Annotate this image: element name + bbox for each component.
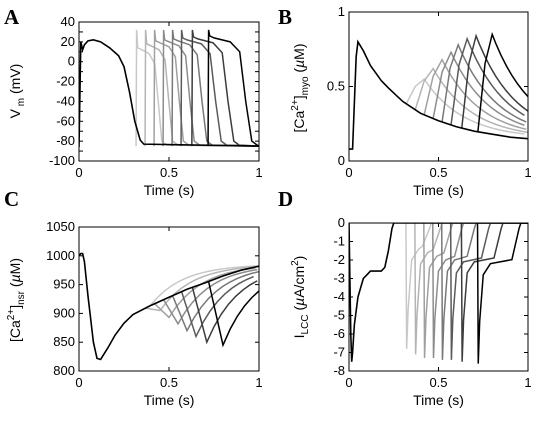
series-line-extra-beat [432,223,528,359]
series-line-extra-beat [171,270,259,333]
y-tick-label: -40 [56,93,75,108]
series-line-extra-beat [144,29,259,147]
panel-B: 0 0.5 1 0 0.5 1 Time (s) B [Ca2+]myo (µM) [278,4,532,198]
y-tick-label: 1000 [46,248,75,263]
y-tick-label: 0.5 [327,79,345,94]
series-line-extra-beat [162,268,258,326]
series-line-base [349,39,528,150]
series-line-extra-beat [450,36,525,126]
y-axis-label: [Ca2+]nsr (µM) [6,258,27,342]
series-line-extra-beat [423,223,528,359]
y-tick-label: 0 [68,54,75,69]
x-tick-label: 0.5 [160,165,178,180]
series-line-extra-beat [153,29,259,147]
y-axis-label: [Ca2+]myo (µM) [290,44,311,133]
y-axis-label: ILCC (µA/cm2) [290,256,311,339]
x-axis-label: Time (s) [144,392,195,408]
y-tick-label: -60 [56,113,75,128]
y-tick-label: -3 [333,271,345,286]
series-line-extra-beat [171,29,259,147]
series-line-base [79,39,259,148]
x-axis-label: Time (s) [413,392,464,408]
x-tick-label: 1 [255,375,262,390]
y-tick-label: -100 [49,153,75,168]
series-line-extra-beat [441,42,527,123]
series-line-extra-beat [207,281,259,348]
y-tick-label: -20 [56,74,75,89]
series-line-extra-beat [405,223,528,349]
y-tick-label: -2 [333,252,345,267]
x-tick-label: 1 [255,165,262,180]
series-line-extra-beat [476,223,528,364]
panel-letter: B [278,5,292,29]
series-line-extra-beat [414,67,528,134]
series-group [349,31,528,150]
series-group [349,223,528,364]
x-tick-label: 0.5 [429,375,447,390]
x-axis-label: Time (s) [144,182,195,198]
series-line-extra-beat [440,223,528,360]
x-tick-label: 0 [75,165,82,180]
panel-C: 0 0.5 1 800 850 900 950 1000 1050 Time (s) C [Ca2+]… [4,187,263,408]
y-axis-label: V m (mV) [7,64,27,119]
series-line-extra-beat [449,223,528,360]
series-line-extra-beat [135,29,259,147]
y-tick-label: 800 [53,363,75,378]
y-tick-label: 20 [61,34,75,49]
series-line-extra-beat [477,31,528,132]
series-line-extra-beat [191,29,259,147]
y-tick-label: -8 [333,363,345,378]
series-line-extra-beat [207,29,259,147]
x-tick-label: 1 [524,375,531,390]
x-tick-label: 1 [524,165,531,180]
series-line-extra-beat [460,223,528,362]
series-line-extra-beat [136,265,259,314]
y-tick-label: 0 [338,215,345,230]
y-tick-label: -6 [333,326,345,341]
x-tick-label: 0.5 [429,165,447,180]
panel-A: 0 0.5 1 40 20 0 -20 -40 -60 -80 -100 Time (s) A V m (… [4,5,263,198]
series-group [79,252,259,361]
series-line-extra-beat [423,58,527,131]
y-tick-label: 1 [338,4,345,19]
x-tick-label: 0 [345,375,352,390]
y-tick-label: -4 [333,289,345,304]
x-axis-label: Time (s) [413,182,464,198]
series-line-extra-beat [414,223,528,355]
y-tick-label: 950 [53,277,75,292]
axes-frame [348,222,529,372]
x-tick-label: 0 [345,165,352,180]
y-tick-label: 900 [53,305,75,320]
series-line-extra-beat [191,280,258,345]
series-line-base [79,252,259,361]
series-group [79,29,259,148]
series-line-extra-beat [461,33,528,129]
panel-letter: C [4,187,19,211]
y-tick-label: 0 [338,153,345,168]
y-tick-label: 1050 [46,219,75,234]
series-line-extra-beat [180,275,254,339]
x-tick-label: 0 [75,375,82,390]
series-line-extra-beat [145,266,254,312]
axes-frame [348,11,529,162]
series-line-extra-beat [162,29,259,147]
y-tick-label: -5 [333,308,345,323]
y-tick-label: 40 [61,14,75,29]
y-tick-label: -7 [333,345,345,360]
series-line-extra-beat [180,29,259,147]
panel-D: 0 0.5 1 0 -1 -2 -3 -4 -5 -6 -7 -8 Time (s) D ILCC (µA/… [278,187,532,408]
panel-letter: D [278,187,293,211]
series-line-extra-beat [405,77,525,135]
x-tick-label: 0.5 [160,375,178,390]
y-tick-label: -1 [333,234,345,249]
y-tick-label: -80 [56,133,75,148]
series-line-base [349,223,528,362]
y-tick-label: 850 [53,334,75,349]
panel-letter: A [4,5,20,29]
